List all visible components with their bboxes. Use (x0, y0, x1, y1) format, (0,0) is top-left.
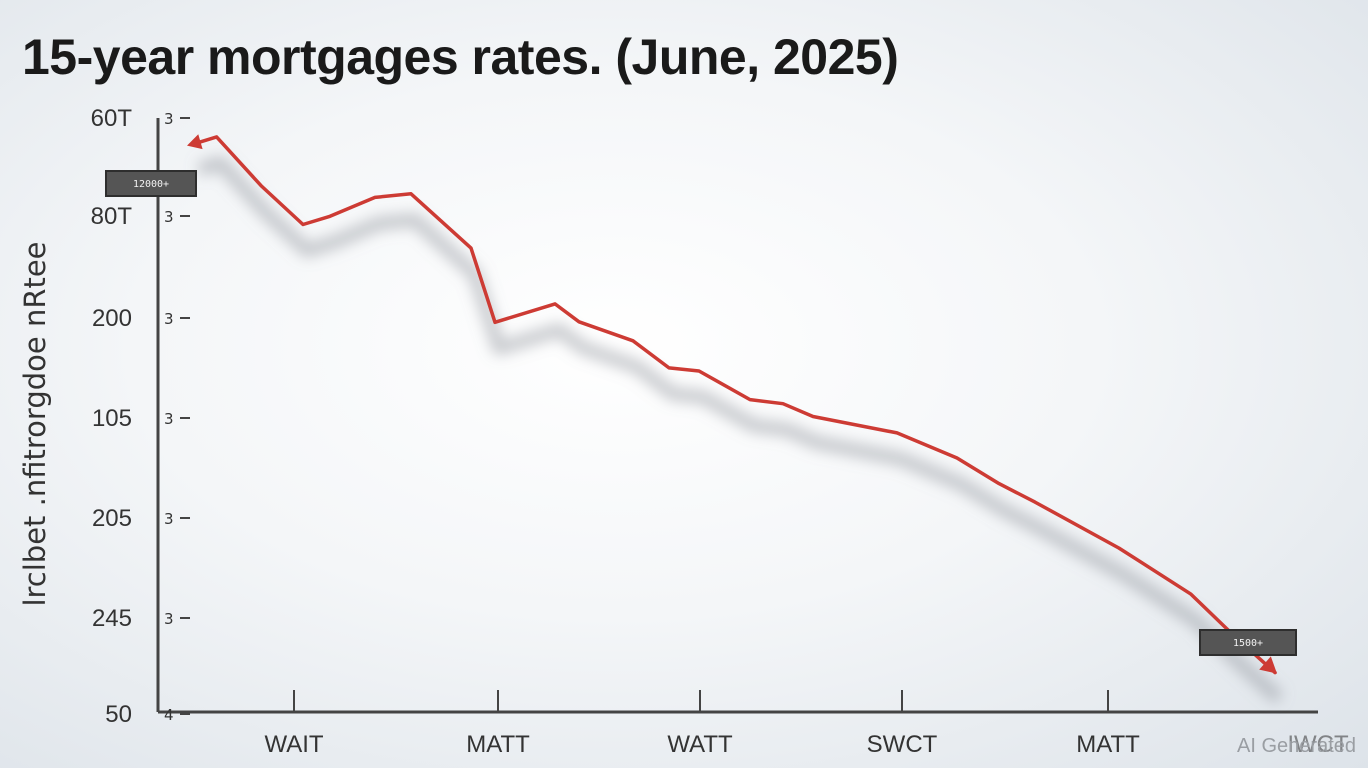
x-tick-label: WAIT (264, 731, 323, 758)
x-axis-ticks: WAIT MATT WATT SWCT MATT IWCT (264, 690, 1349, 758)
y-tick-label: 105 (92, 405, 132, 432)
x-tick-label-extra: IWCT (1287, 731, 1349, 758)
y-tick-mark-label: 3 (164, 310, 174, 328)
end-arrowhead (1259, 656, 1277, 674)
y-tick-label: 205 (92, 505, 132, 532)
y-tick-mark-label: 3 (164, 610, 174, 628)
y-tick-label: 50 (105, 701, 132, 728)
y-tick-mark-label: 3 (164, 410, 174, 428)
y-tick-mark-label: 3 (164, 208, 174, 226)
y-tick-mark-label: 4 (164, 706, 174, 724)
start-arrowhead (187, 134, 203, 150)
y-tick-label: 200 (92, 305, 132, 332)
y-tick-label: 60T (91, 105, 133, 132)
y-tick-label: 80T (91, 203, 133, 230)
chart-title: 15-year mortgages rates. (June, 2025) (22, 29, 899, 85)
series-line-shadow (196, 155, 1284, 704)
y-tick-mark-label: 3 (164, 110, 174, 128)
y-tick-mark-label: 3 (164, 510, 174, 528)
start-badge: 12000+ (105, 170, 197, 197)
y-axis-ticks: 60T 3 80T 3 200 3 105 3 205 3 245 3 50 4 (91, 105, 190, 728)
x-tick-label: MATT (1076, 731, 1140, 758)
start-badge-label: 12000+ (133, 179, 169, 190)
x-tick-label: SWCT (867, 731, 938, 758)
x-tick-label: WATT (667, 731, 733, 758)
end-badge: 1500+ (1199, 629, 1297, 656)
ai-generated-watermark: AI Generated (1237, 735, 1356, 757)
x-tick-label: MATT (466, 731, 530, 758)
end-badge-label: 1500+ (1233, 638, 1263, 649)
series-line (193, 135, 1277, 675)
y-tick-label: 245 (92, 605, 132, 632)
